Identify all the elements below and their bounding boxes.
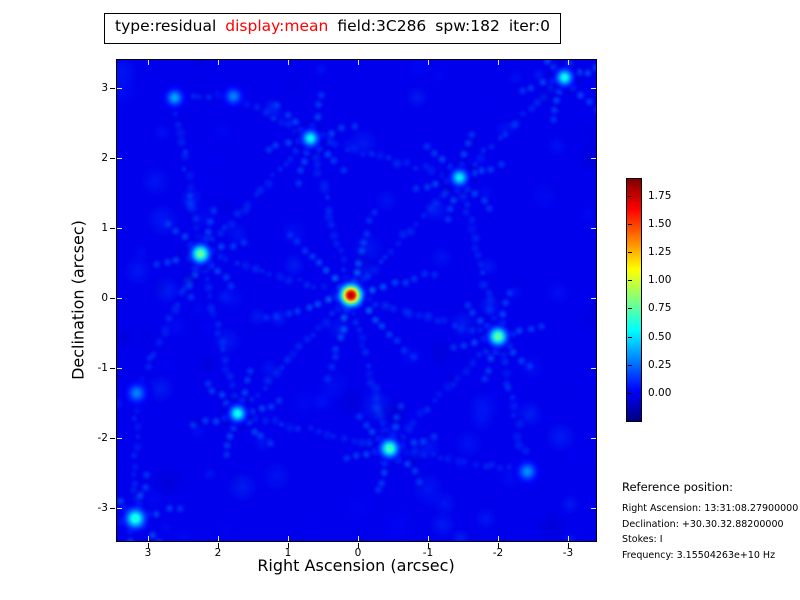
y-tick-mark <box>110 298 115 299</box>
x-tick-mark-inner-bottom <box>148 536 149 541</box>
title-segment-0: type:residual <box>115 17 217 35</box>
x-tick-mark-inner-bottom <box>428 536 429 541</box>
colorbar-tick-label: 1.25 <box>648 246 672 258</box>
x-tick-mark-inner-bottom <box>218 536 219 541</box>
reference-lines: Right Ascension: 13:31:08.27900000 Declin… <box>622 501 800 563</box>
y-tick-label: 2 <box>101 152 108 164</box>
x-tick-mark-inner-top <box>358 60 359 65</box>
x-tick-mark-inner-top <box>218 60 219 65</box>
y-tick-mark <box>110 368 115 369</box>
x-tick-mark-inner-top <box>428 60 429 65</box>
x-tick-mark <box>428 543 429 548</box>
y-tick-mark-inner-right <box>591 438 596 439</box>
colorbar-tick-mark <box>628 308 632 309</box>
y-axis-label: Declination (arcsec) <box>68 220 88 380</box>
x-tick-label: 2 <box>214 547 222 559</box>
y-tick-mark <box>110 158 115 159</box>
x-tick-mark-inner-bottom <box>288 536 289 541</box>
y-tick-mark-inner-right <box>591 298 596 299</box>
colorbar-tick-label: 1.75 <box>648 190 672 202</box>
x-tick-mark <box>568 543 569 548</box>
colorbar-tick-label: 0.25 <box>648 359 672 371</box>
reference-line: Frequency: 3.15504263e+10 Hz <box>622 549 776 561</box>
y-tick-label: -1 <box>97 362 108 374</box>
colorbar-tick-mark <box>628 393 632 394</box>
y-tick-mark-inner-left <box>117 508 122 509</box>
reference-position-block: Reference position: Right Ascension: 13:… <box>622 480 800 563</box>
colorbar-tick-label: 1.00 <box>648 274 672 286</box>
colorbar-tick-mark <box>628 224 632 225</box>
title-segment-3: spw:182 <box>435 17 500 35</box>
colorbar-tick-label: 0.50 <box>648 331 672 343</box>
reference-line: Right Ascension: 13:31:08.27900000 <box>622 503 799 514</box>
title-segment-4: iter:0 <box>508 17 550 35</box>
y-tick-mark-inner-left <box>117 298 122 299</box>
colorbar-tick-mark <box>628 365 632 366</box>
reference-line: Declination: +30.30.32.88200000 <box>622 518 784 530</box>
reference-line: Stokes: I <box>622 534 663 545</box>
colorbar-tick-mark <box>628 252 632 253</box>
y-tick-mark-inner-left <box>117 88 122 89</box>
x-tick-mark-inner-top <box>568 60 569 65</box>
y-tick-mark-inner-left <box>117 158 122 159</box>
y-tick-mark <box>110 88 115 89</box>
y-tick-label: 1 <box>101 222 108 234</box>
x-tick-mark-inner-top <box>288 60 289 65</box>
y-tick-mark-inner-right <box>591 228 596 229</box>
y-tick-label: -2 <box>97 432 108 444</box>
x-tick-mark-inner-bottom <box>568 536 569 541</box>
title-box: type:residual display:mean field:3C286 spw:… <box>104 13 561 44</box>
colorbar-tick-label: 0.00 <box>648 387 672 399</box>
x-tick-label: 1 <box>284 547 292 559</box>
y-tick-label: 0 <box>101 292 108 304</box>
y-tick-mark-inner-left <box>117 228 122 229</box>
x-tick-label: -3 <box>562 547 574 559</box>
y-tick-label: 3 <box>101 82 108 94</box>
x-tick-label: 0 <box>354 547 362 559</box>
x-tick-label: -2 <box>492 547 504 559</box>
colorbar-tick-label: 1.50 <box>648 218 672 230</box>
colorbar-tick-mark <box>628 337 632 338</box>
residual-image <box>117 60 596 541</box>
y-tick-mark <box>110 228 115 229</box>
colorbar <box>626 178 642 422</box>
x-tick-mark <box>288 543 289 548</box>
y-tick-mark <box>110 438 115 439</box>
y-tick-mark-inner-left <box>117 438 122 439</box>
y-tick-mark-inner-right <box>591 508 596 509</box>
x-tick-mark <box>498 543 499 548</box>
x-tick-mark-inner-top <box>498 60 499 65</box>
plot-frame <box>116 59 597 542</box>
reference-heading: Reference position: <box>622 480 733 494</box>
y-tick-mark-inner-left <box>117 368 122 369</box>
y-tick-mark-inner-right <box>591 368 596 369</box>
y-tick-mark-inner-right <box>591 88 596 89</box>
x-tick-mark <box>148 543 149 548</box>
colorbar-tick-label: 0.75 <box>648 302 672 314</box>
x-tick-mark <box>358 543 359 548</box>
x-tick-mark-inner-bottom <box>498 536 499 541</box>
x-tick-mark-inner-bottom <box>358 536 359 541</box>
title-segment-2: field:3C286 <box>337 17 427 35</box>
x-tick-label: -1 <box>422 547 434 559</box>
colorbar-tick-mark <box>628 196 632 197</box>
y-tick-label: -3 <box>97 502 108 514</box>
x-tick-label: 3 <box>144 547 152 559</box>
x-tick-mark-inner-top <box>148 60 149 65</box>
y-tick-mark-inner-right <box>591 158 596 159</box>
colorbar-tick-mark <box>628 280 632 281</box>
title-segment-1: display:mean <box>225 17 329 35</box>
x-axis-label: Right Ascension (arcsec) <box>257 556 455 575</box>
x-tick-mark <box>218 543 219 548</box>
y-tick-mark <box>110 508 115 509</box>
